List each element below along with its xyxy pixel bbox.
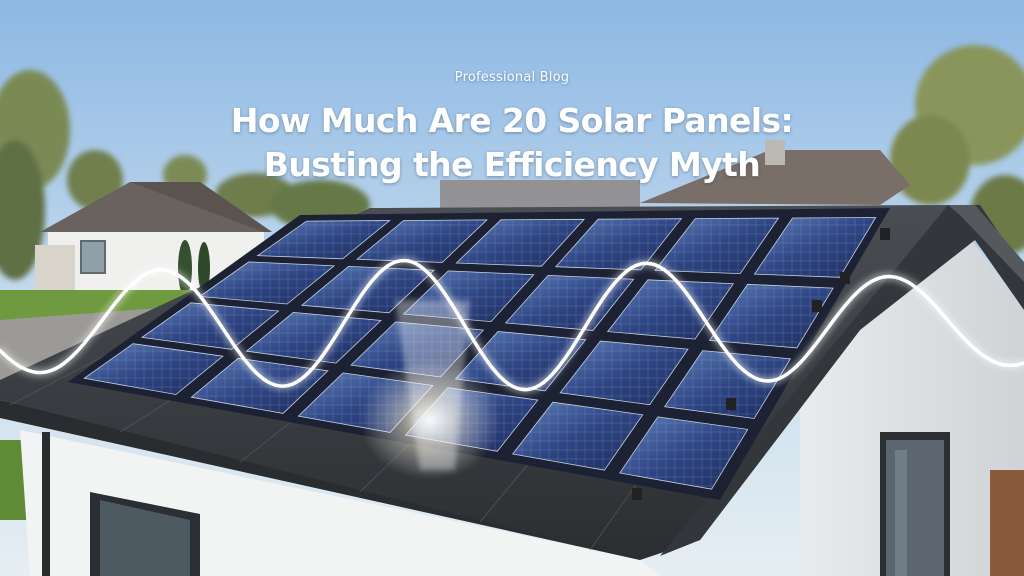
solar-panel-cells bbox=[257, 220, 390, 259]
neighbor-house-right bbox=[440, 140, 910, 208]
solar-panel-cells bbox=[655, 218, 779, 274]
solar-panel-cells bbox=[619, 416, 748, 490]
solar-panel-cells bbox=[555, 218, 682, 270]
solar-panel-cells bbox=[246, 312, 381, 364]
solar-panel-array bbox=[68, 208, 890, 500]
solar-panel-cells bbox=[664, 350, 791, 419]
blog-header: Professional Blog How Much Are 20 Solar … bbox=[0, 70, 1024, 187]
solar-panel-cells bbox=[191, 358, 328, 414]
solar-panel-cells bbox=[709, 284, 834, 348]
solar-panel-cells bbox=[505, 275, 634, 331]
solar-panel-cells bbox=[607, 279, 734, 340]
title-line-2: Busting the Efficiency Myth bbox=[263, 145, 761, 184]
solar-panel-cells bbox=[512, 402, 643, 471]
solar-panel-cells bbox=[142, 302, 279, 350]
title-line-1: How Much Are 20 Solar Panels: bbox=[230, 101, 794, 140]
solar-panel-cells bbox=[754, 217, 876, 278]
solar-panel-cells bbox=[357, 219, 487, 263]
solar-panel-cells bbox=[199, 261, 335, 304]
neighbor-house-left bbox=[35, 182, 272, 300]
blog-title: How Much Are 20 Solar Panels: Busting th… bbox=[0, 99, 1024, 187]
blog-kicker: Professional Blog bbox=[454, 70, 570, 85]
solar-panel-cells bbox=[455, 331, 586, 391]
panel-grid bbox=[83, 217, 877, 490]
solar-panel-cells bbox=[560, 341, 688, 405]
energy-wave bbox=[0, 258, 1024, 392]
solar-panel-cells bbox=[84, 343, 223, 395]
solar-panel-cells bbox=[456, 219, 585, 267]
